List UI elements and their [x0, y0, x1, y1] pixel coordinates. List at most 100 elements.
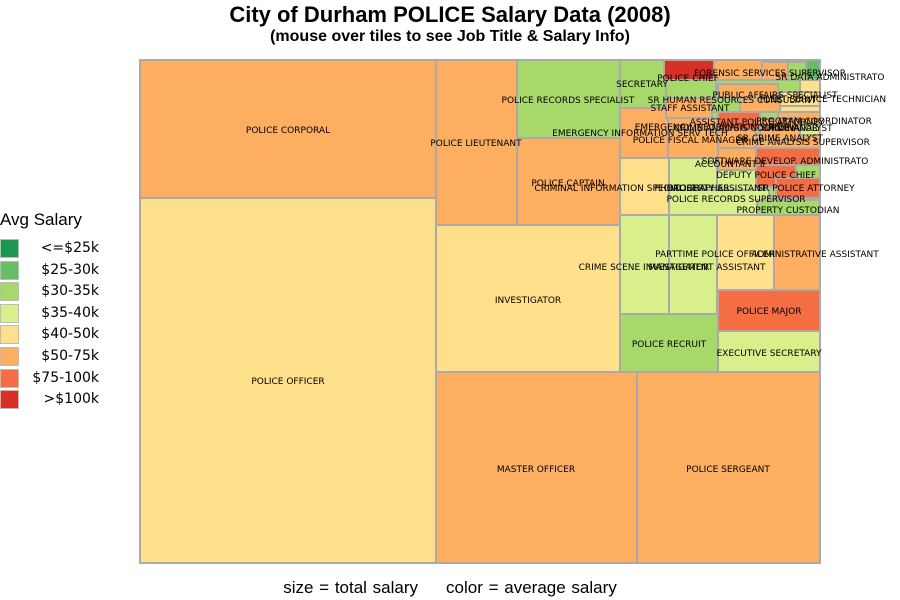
legend-label: >$100k: [43, 391, 99, 408]
legend-swatch: [0, 325, 19, 345]
legend-swatch: [0, 282, 19, 302]
legend-title: Avg Salary: [0, 210, 82, 229]
treemap-tile-label: POLICE RECORDS SUPERVISOR: [666, 195, 805, 205]
legend-item: $75-100k: [0, 368, 120, 390]
treemap-tile[interactable]: TECHNICIAN ($40-50k): [799, 79, 821, 93]
legend-label: $30-35k: [41, 283, 99, 300]
treemap-tile-label: PARTTIME POLICE OFFICER: [655, 250, 775, 260]
treemap-tile-label: PROGRAM COORDINATOR: [756, 117, 872, 127]
treemap-tiles: POLICE OFFICER ($40-50k)POLICE CORPORAL …: [139, 59, 821, 564]
treemap-labels: POLICE OFFICER POLICE CORPORAL MASTER OFFI…: [246, 64, 886, 475]
treemap-tile-label: EXECUTIVE SECRETARY: [716, 349, 822, 359]
treemap-tile-label: POLICE CAPTAIN: [531, 179, 604, 189]
treemap-tile[interactable]: SR POLICE ATTORNEY ($75-100k): [775, 177, 821, 199]
treemap-tile-label: CLERK: [726, 98, 756, 108]
legend-swatch: [0, 260, 19, 280]
legend-label: $50-75k: [41, 347, 99, 364]
treemap-tile-label: CRIME ANALYST: [761, 124, 833, 134]
treemap-tile-label: ACCOUNTANT II: [695, 160, 765, 170]
chart-footnote: size = total salary color = average salar…: [0, 578, 900, 598]
treemap-tile-label: ADMINISTRATIVE ASSISTANT: [751, 250, 879, 260]
treemap-tile-label: POLICE RECRUIT: [632, 340, 707, 350]
legend-item: <=$25k: [0, 238, 120, 260]
treemap-tile[interactable]: POLICE CORPORAL ($50-75k): [139, 59, 437, 199]
legend-item: $50-75k: [0, 346, 120, 368]
treemap-tile-label: SPECIALIST: [800, 102, 851, 112]
treemap-tile-label: SECRETARY: [616, 80, 668, 90]
treemap-tile-label: SOFTWARE DEVELOP. ADMINISTRATO: [702, 157, 869, 167]
legend-swatch: [0, 346, 19, 366]
treemap-tile-label: STAFF ASSISTANT: [650, 104, 730, 114]
treemap-tile-label: PROPERTY CUSTODIAN: [737, 206, 840, 216]
treemap-tile-label: ASSISTANT: [810, 123, 860, 133]
treemap-tile-label: POLICE SERGEANT: [686, 465, 770, 475]
legend-label: <=$25k: [40, 240, 99, 256]
legend-item: $25-30k: [0, 260, 120, 282]
treemap-tile-label: DEPUTY POLICE CHIEF: [716, 171, 816, 181]
treemap-tile-label: INVESTIGATOR: [495, 296, 561, 306]
treemap-tile-label: MANAGEMENT ASSISTANT: [649, 263, 766, 273]
treemap-tile[interactable]: CLERK ($30-35k): [711, 97, 741, 113]
treemap-tile[interactable]: SECRETARY ($30-35k): [619, 59, 667, 109]
treemap-tile-label: MASTER OFFICER: [497, 465, 575, 475]
treemap-tile-label: PUBLIC AFFAIRS SPECIALIST: [712, 91, 838, 101]
treemap-tile-label: CRIME ANALYSIS COORDINATOR: [674, 124, 818, 134]
treemap-tile-label: POLICE MAJOR: [737, 307, 802, 317]
size-explanation: size = total salary: [283, 578, 419, 597]
treemap-tile-label: POLICE RECORDS SPECIALIST: [502, 96, 635, 106]
treemap-tile-label: POLICE LIEUTENANT: [430, 139, 522, 149]
treemap-tile-label: POLICE FISCAL MANAGER: [633, 136, 747, 146]
treemap-tile[interactable]: PROPERTY CUSTODIAN ($30-35k): [756, 199, 821, 216]
treemap-tile-label: SR DATA ADMINISTRATO: [776, 73, 885, 83]
treemap-tile-label: EMERGENCY INFORMATION SUPERV: [635, 123, 796, 133]
treemap-tile[interactable]: INVESTIGATOR ($40-50k): [435, 224, 621, 373]
treemap-tile[interactable]: MANAGEMENT ASSISTANT ($35-40k): [668, 214, 718, 315]
treemap-tile-label: PROPERTY ASSISTANT: [668, 184, 767, 194]
treemap-tile-label: PHOTOGRAPHER: [654, 184, 729, 194]
treemap-tile[interactable]: CRIMINAL INFORMATION SPECIALIST ($40-50k…: [619, 157, 670, 216]
treemap-tile[interactable]: POLICE CAPTAIN ($50-75k): [516, 137, 621, 226]
chart-title: City of Durham POLICE Salary Data (2008): [229, 2, 671, 27]
treemap-tile-label: EMERGENCY INFORMATION SERV TECH: [552, 129, 728, 139]
treemap-tile[interactable]: EXECUTIVE SECRETARY ($35-40k): [717, 330, 821, 373]
legend-label: $25-30k: [41, 261, 99, 278]
treemap-tile-label: SR HUMAN RESOURCES CONSULTANT: [648, 96, 817, 106]
treemap-tile[interactable]: SPECIALIST ($40-50k): [779, 105, 821, 113]
treemap-tile[interactable]: POLICE MAJOR ($75-100k): [717, 289, 821, 332]
treemap-tile[interactable]: POLICE SERGEANT ($50-75k): [636, 371, 821, 564]
treemap-tile[interactable]: POLICE RECRUIT ($30-35k): [619, 313, 719, 373]
treemap-tile-label: OFFICE ASSISTANT: [797, 64, 882, 74]
legend-swatch: [0, 368, 19, 388]
legend-items: <=$25k $25-30k $30-35k $35-40k $40-50k $50-75…: [0, 238, 120, 411]
treemap-tile-label: FORENSIC SERVICES SUPERVISOR: [694, 69, 846, 79]
treemap-tile[interactable]: POLICE OFFICER ($40-50k): [139, 197, 437, 564]
treemap-tile[interactable]: ADMINISTRATIVE ASSISTANT ($50-75k): [773, 214, 821, 291]
color-explanation: color = average salary: [446, 578, 617, 597]
legend-item: >$100k: [0, 389, 120, 411]
treemap-tile-label: FLEET SERVICE TECHNICIAN: [760, 95, 886, 105]
legend-label: $35-40k: [41, 304, 99, 321]
legend-item: $35-40k: [0, 303, 120, 325]
legend-label: $75-100k: [32, 369, 99, 386]
chart-subtitle: (mouse over tiles to see Job Title & Sal…: [270, 28, 630, 45]
treemap-tile-label: SR CRIME ANALYST: [737, 134, 823, 144]
legend-swatch: [0, 390, 19, 410]
treemap-tile-label: POLICE CHIEF: [657, 74, 719, 84]
treemap-tile[interactable]: POLICE RECORDS SPECIALIST ($30-35k): [516, 59, 621, 139]
legend: Avg Salary <=$25k $25-30k $30-35k $35-40k $4…: [0, 210, 120, 411]
legend-swatch: [0, 239, 19, 258]
treemap-tile-label: ASSISTANT POLICE ATTORNEY: [690, 118, 825, 128]
treemap-tile[interactable]: CRIME ANALYSIS COORDINATOR ($50-75k): [717, 129, 757, 149]
legend-label: $40-50k: [41, 326, 99, 343]
treemap-tile-label: POLICE CORPORAL: [246, 126, 330, 136]
treemap-tile-label: TECHNICIAN: [809, 79, 865, 89]
treemap-tile[interactable]: POLICE LIEUTENANT ($50-75k): [435, 59, 518, 226]
treemap-tile[interactable]: OFFICE ASSISTANT ($30-35k): [787, 61, 807, 81]
legend-item: $40-50k: [0, 324, 120, 346]
treemap-tile[interactable]: POLICE RECORDS SUPERVISOR ($35-40k): [668, 189, 770, 216]
treemap-tile[interactable]: ASSISTANT ($35-40k): [799, 123, 821, 136]
treemap-tile-label: CRIME SCENE INVESTIGATOR: [579, 263, 710, 273]
treemap-tile-label: CRIMINAL INFORMATION SPECIALIST: [534, 184, 698, 194]
treemap-tile-label: CRIME ANALYSIS SUPERVISOR: [736, 138, 870, 148]
